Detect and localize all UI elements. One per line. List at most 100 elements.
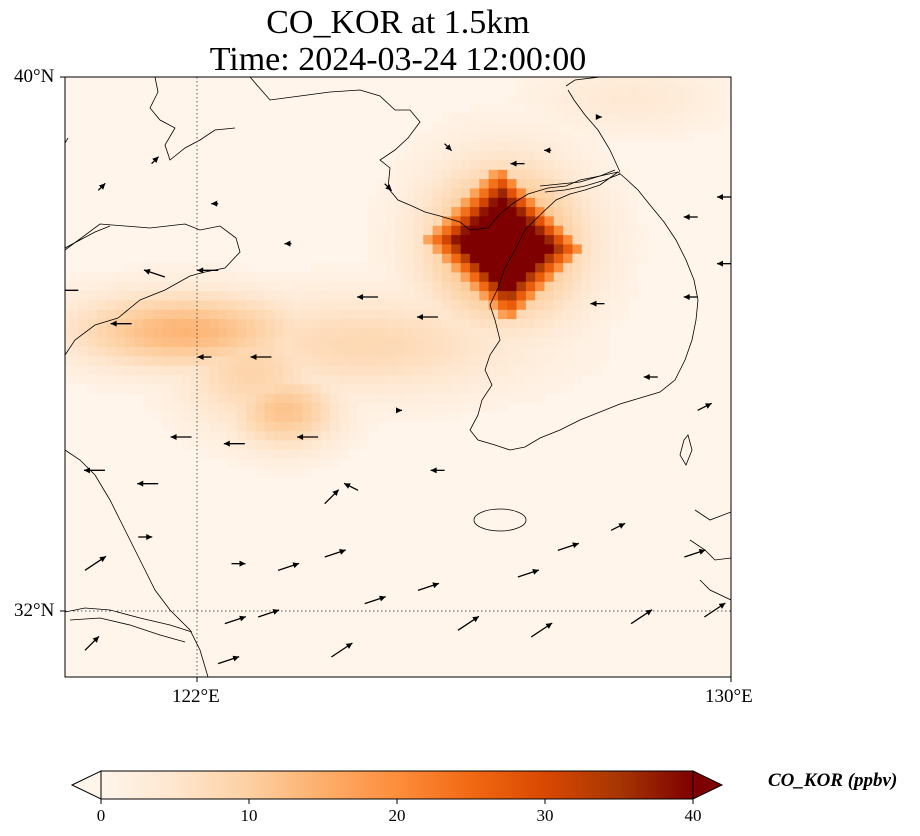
field-cell <box>488 271 499 282</box>
field-cell <box>414 290 425 301</box>
field-cell <box>330 458 341 469</box>
field-cell <box>507 159 518 170</box>
field-cell <box>404 262 415 273</box>
field-cell <box>180 271 191 282</box>
field-cell <box>124 383 135 394</box>
field-cell <box>311 281 322 292</box>
field-cell <box>535 159 546 170</box>
field-cell <box>581 225 592 236</box>
field-cell <box>554 57 564 67</box>
field-cell <box>311 383 322 394</box>
field-cell <box>516 150 527 161</box>
wind-arrow <box>557 542 580 551</box>
wind-arrow <box>217 655 240 665</box>
field-cell <box>516 141 527 152</box>
field-cell <box>236 337 247 348</box>
field-cell <box>469 337 480 348</box>
field-cell <box>227 365 238 376</box>
field-cell <box>190 374 201 385</box>
field-cell <box>609 131 620 142</box>
field-cell <box>134 271 145 282</box>
field-cell <box>497 113 508 124</box>
colorbar-extend-max <box>692 770 724 800</box>
field-cell <box>488 243 499 254</box>
field-cell <box>190 290 201 301</box>
field-cell <box>516 206 527 217</box>
field-cell <box>479 271 490 282</box>
field-cell <box>469 206 480 217</box>
wind-arrow <box>417 582 440 591</box>
field-cell <box>358 355 369 366</box>
field-cell <box>553 299 564 310</box>
field-cell <box>227 281 238 292</box>
field-cell <box>311 318 322 329</box>
field-cell <box>283 365 294 376</box>
field-cell <box>525 253 536 264</box>
field-cell <box>507 309 518 320</box>
field-cell <box>525 374 536 385</box>
field-cell <box>320 290 331 301</box>
field-cell <box>124 281 135 292</box>
field-cell <box>601 48 611 58</box>
field-cell <box>246 318 257 329</box>
field-cell <box>115 290 126 301</box>
field-cell <box>535 66 545 76</box>
field-cell <box>442 393 453 404</box>
field-cell <box>591 253 602 264</box>
field-cell <box>292 290 303 301</box>
field-cell <box>124 355 135 366</box>
field-cell <box>124 262 135 273</box>
wind-arrow <box>384 183 393 192</box>
field-cell <box>106 365 117 376</box>
field-cell <box>423 253 434 264</box>
field-cell <box>236 327 247 338</box>
wind-arrow <box>544 147 552 154</box>
field-cell <box>376 318 387 329</box>
field-cell <box>628 103 639 114</box>
field-cell <box>460 178 471 189</box>
field-cell <box>236 271 247 282</box>
field-cell <box>78 365 89 376</box>
field-cell <box>572 299 583 310</box>
field-cell <box>395 178 406 189</box>
field-cell <box>134 309 145 320</box>
field-cell <box>246 458 257 469</box>
field-cell <box>619 113 630 124</box>
field-cell <box>637 131 648 142</box>
field-cell <box>553 281 564 292</box>
field-cell <box>106 281 117 292</box>
field-cell <box>563 234 574 245</box>
field-cell <box>553 383 564 394</box>
field-cell <box>497 393 508 404</box>
field-cell <box>460 262 471 273</box>
field-cell <box>469 122 480 133</box>
field-cell <box>563 187 574 198</box>
field-cell <box>152 281 163 292</box>
field-cell <box>32 290 42 300</box>
field-cell <box>367 262 378 273</box>
field-cell <box>367 327 378 338</box>
field-cell <box>386 365 397 376</box>
field-cell <box>516 159 527 170</box>
field-cell <box>507 365 518 376</box>
field-cell <box>684 122 695 133</box>
field-cell <box>386 187 397 198</box>
field-cell <box>563 318 574 329</box>
field-cell <box>404 318 415 329</box>
field-cell <box>414 141 425 152</box>
field-cell <box>320 458 331 469</box>
field-cell <box>572 225 583 236</box>
field-cell <box>292 402 303 413</box>
coastline-liaodong <box>149 77 619 231</box>
field-cell <box>171 337 182 348</box>
field-cell <box>311 355 322 366</box>
field-cell <box>469 159 480 170</box>
field-cell <box>442 234 453 245</box>
field-cell <box>199 318 210 329</box>
field-cell <box>507 113 518 124</box>
field-cell <box>162 337 173 348</box>
field-cell <box>544 327 555 338</box>
field-cell <box>274 402 285 413</box>
field-cell <box>488 225 499 236</box>
field-cell <box>208 262 219 273</box>
